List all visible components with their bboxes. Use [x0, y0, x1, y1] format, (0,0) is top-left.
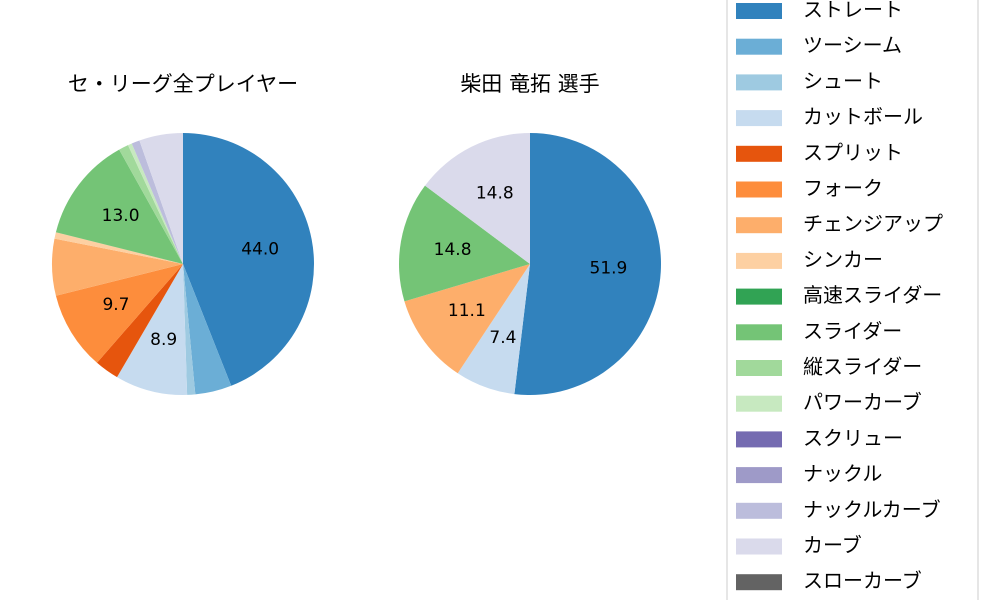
value-label: 11.1 — [448, 301, 486, 321]
legend-label: カーブ — [803, 533, 862, 557]
legend-swatch — [736, 3, 782, 19]
value-label: 44.0 — [241, 239, 279, 259]
legend-swatch — [736, 467, 782, 484]
pie-title: 柴田 竜拓 選手 — [460, 72, 599, 96]
value-label: 8.9 — [150, 330, 177, 350]
pie-slice — [139, 133, 183, 264]
legend-label: ツーシーム — [803, 33, 902, 57]
legend-swatch — [736, 574, 782, 591]
pie-slice — [399, 185, 530, 302]
legend-label: フォーク — [803, 176, 883, 200]
pie-slice — [457, 264, 530, 395]
pie-slice — [119, 145, 183, 264]
pie-slice — [54, 232, 183, 264]
value-label: 14.8 — [476, 184, 514, 204]
legend-swatch — [736, 431, 782, 448]
legend-label: 縦スライダー — [803, 355, 922, 379]
pie-slice — [55, 264, 183, 363]
legend-label: カットボール — [803, 105, 923, 129]
legend-swatch — [736, 181, 782, 198]
legend-label: シンカー — [803, 247, 883, 271]
legend-label: ストレート — [803, 0, 903, 22]
value-label: 9.7 — [102, 295, 129, 315]
pie-slice — [55, 149, 183, 264]
pie-slice — [96, 264, 183, 378]
pie-slice — [52, 238, 183, 296]
value-label: 51.9 — [590, 259, 628, 279]
legend-swatch — [736, 252, 782, 269]
pie-slice — [117, 264, 188, 396]
value-label: 7.4 — [489, 328, 516, 348]
legend-label: スプリット — [803, 140, 903, 164]
pie-slice — [404, 264, 530, 374]
legend-label: ナックルカーブ — [803, 497, 941, 521]
legend-box — [726, 0, 979, 604]
legend-swatch — [736, 110, 782, 127]
pie-slice — [183, 264, 232, 395]
pie-slice — [127, 143, 183, 264]
legend-swatch — [736, 38, 782, 55]
legend-label: スローカーブ — [803, 569, 922, 593]
legend-label: 高速スライダー — [803, 283, 942, 307]
legend-swatch — [736, 360, 782, 376]
legend-label: スクリュー — [803, 426, 903, 450]
value-label: 14.8 — [434, 240, 472, 260]
legend-swatch — [736, 217, 782, 234]
pie-slice — [183, 133, 314, 386]
legend-label: パワーカーブ — [803, 390, 922, 414]
legend-label: チェンジアップ — [803, 212, 943, 236]
legend-swatch — [736, 74, 782, 91]
legend-swatch — [736, 324, 782, 341]
legend-label: スライダー — [803, 319, 902, 343]
pie-title: セ・リーグ全プレイヤー — [68, 72, 298, 96]
legend-swatch — [736, 538, 782, 555]
legend-label: ナックル — [803, 462, 882, 486]
pie-slice — [183, 264, 196, 395]
pie-slice — [424, 133, 530, 264]
pie-slice — [131, 140, 183, 264]
pie-slice — [514, 133, 661, 395]
legend-swatch — [736, 502, 782, 519]
value-label: 13.0 — [102, 206, 140, 226]
legend-swatch — [736, 395, 782, 412]
legend-swatch — [736, 288, 782, 305]
legend-swatch — [736, 145, 782, 162]
legend-label: シュート — [803, 69, 883, 93]
